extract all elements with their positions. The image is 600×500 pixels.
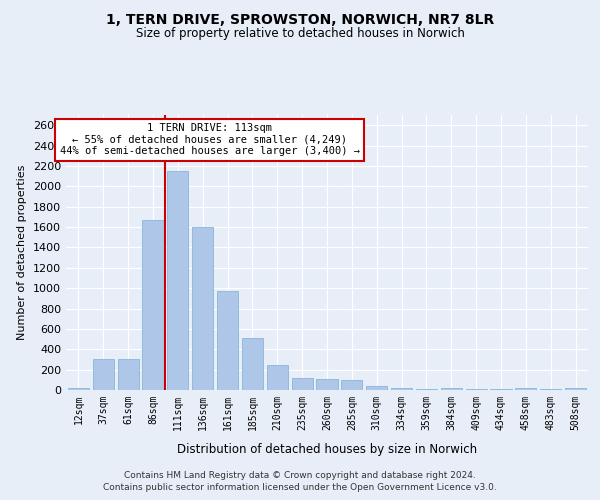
Y-axis label: Number of detached properties: Number of detached properties xyxy=(17,165,28,340)
Text: Contains HM Land Registry data © Crown copyright and database right 2024.: Contains HM Land Registry data © Crown c… xyxy=(124,471,476,480)
Bar xyxy=(267,365,288,390)
Bar xyxy=(292,378,313,390)
Bar xyxy=(167,171,188,390)
Bar xyxy=(565,388,586,390)
Bar xyxy=(391,388,412,390)
Text: 1, TERN DRIVE, SPROWSTON, NORWICH, NR7 8LR: 1, TERN DRIVE, SPROWSTON, NORWICH, NR7 8… xyxy=(106,12,494,26)
Bar xyxy=(93,360,114,390)
Bar xyxy=(441,388,462,390)
Bar xyxy=(68,388,89,390)
Bar xyxy=(366,386,387,390)
Bar xyxy=(316,380,338,390)
Text: Size of property relative to detached houses in Norwich: Size of property relative to detached ho… xyxy=(136,28,464,40)
Bar xyxy=(217,291,238,390)
Text: Distribution of detached houses by size in Norwich: Distribution of detached houses by size … xyxy=(177,442,477,456)
Bar xyxy=(242,338,263,390)
Bar xyxy=(118,360,139,390)
Bar xyxy=(192,227,213,390)
Bar xyxy=(341,380,362,390)
Text: Contains public sector information licensed under the Open Government Licence v3: Contains public sector information licen… xyxy=(103,484,497,492)
Bar xyxy=(142,220,164,390)
Bar xyxy=(515,388,536,390)
Text: 1 TERN DRIVE: 113sqm
← 55% of detached houses are smaller (4,249)
44% of semi-de: 1 TERN DRIVE: 113sqm ← 55% of detached h… xyxy=(59,123,359,156)
